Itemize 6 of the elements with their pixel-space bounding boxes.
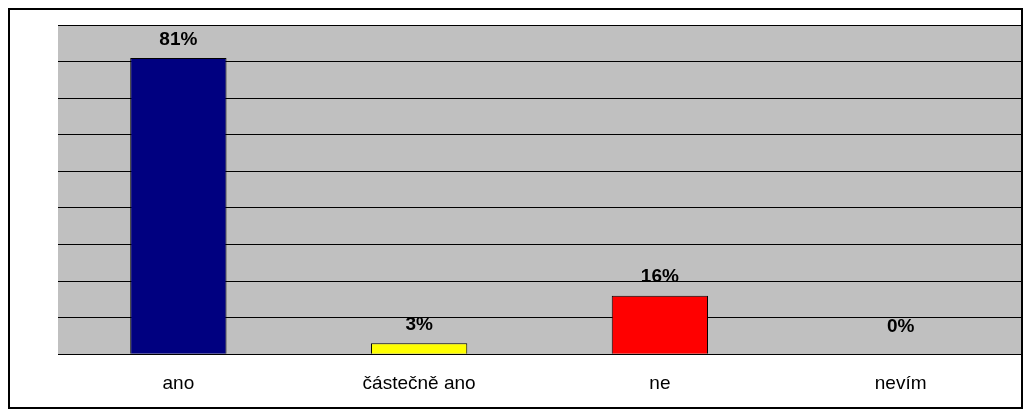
data-label: 0%: [886, 314, 915, 336]
x-tick-label: ano: [162, 371, 195, 393]
x-tick-label: nevím: [874, 371, 927, 393]
x-tick-label: ne: [649, 371, 671, 393]
x-tick-label: částečně ano: [362, 371, 476, 393]
data-label: 81%: [159, 27, 198, 49]
